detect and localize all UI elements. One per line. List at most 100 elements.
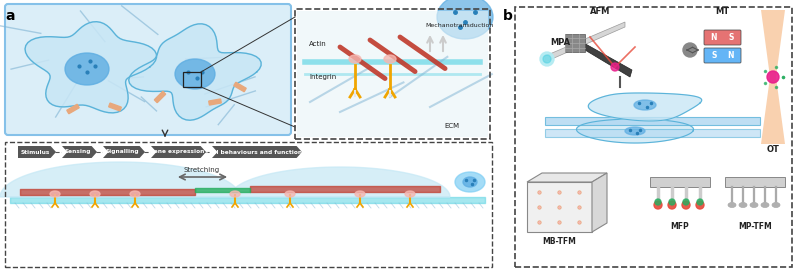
- Bar: [515, 7, 792, 267]
- Ellipse shape: [728, 203, 736, 207]
- Text: MB-TFM: MB-TFM: [543, 237, 576, 246]
- Text: ECM: ECM: [445, 123, 460, 129]
- Circle shape: [654, 201, 662, 209]
- Polygon shape: [18, 146, 56, 158]
- Circle shape: [540, 52, 554, 66]
- FancyBboxPatch shape: [545, 129, 760, 137]
- Circle shape: [682, 201, 690, 209]
- Text: S: S: [711, 51, 717, 60]
- Bar: [527, 182, 592, 232]
- Polygon shape: [25, 22, 156, 113]
- Circle shape: [668, 201, 676, 209]
- Ellipse shape: [463, 177, 477, 187]
- FancyBboxPatch shape: [704, 30, 741, 45]
- Polygon shape: [527, 173, 607, 182]
- Bar: [234, 82, 246, 92]
- FancyBboxPatch shape: [297, 11, 488, 137]
- Text: b: b: [503, 9, 513, 23]
- Circle shape: [683, 199, 689, 205]
- Text: N: N: [711, 33, 717, 42]
- Circle shape: [655, 199, 661, 205]
- Polygon shape: [129, 24, 261, 120]
- Text: MT: MT: [715, 7, 729, 16]
- Bar: [155, 91, 166, 103]
- Ellipse shape: [175, 59, 215, 89]
- Polygon shape: [580, 42, 632, 77]
- Polygon shape: [103, 146, 145, 158]
- FancyBboxPatch shape: [565, 34, 585, 52]
- Ellipse shape: [130, 191, 140, 197]
- Ellipse shape: [384, 55, 396, 63]
- Ellipse shape: [625, 127, 645, 135]
- Ellipse shape: [437, 0, 493, 39]
- Circle shape: [669, 199, 675, 205]
- Text: N: N: [728, 51, 734, 60]
- Ellipse shape: [728, 203, 736, 207]
- Polygon shape: [151, 146, 206, 158]
- Text: OT: OT: [767, 145, 779, 154]
- Bar: [5, 142, 492, 267]
- Polygon shape: [761, 77, 785, 144]
- FancyBboxPatch shape: [5, 4, 291, 135]
- Ellipse shape: [728, 203, 736, 207]
- Polygon shape: [576, 119, 693, 143]
- Polygon shape: [230, 167, 450, 197]
- Ellipse shape: [355, 191, 365, 197]
- Text: Cell behaviours and functions: Cell behaviours and functions: [206, 150, 305, 154]
- FancyBboxPatch shape: [545, 117, 760, 125]
- Ellipse shape: [740, 203, 747, 207]
- Ellipse shape: [751, 203, 757, 207]
- Ellipse shape: [285, 191, 295, 197]
- Circle shape: [767, 71, 779, 83]
- Ellipse shape: [634, 100, 656, 110]
- Text: MFP: MFP: [670, 222, 689, 231]
- Ellipse shape: [740, 203, 747, 207]
- Text: Sensing: Sensing: [65, 150, 92, 154]
- Text: Gene expression: Gene expression: [150, 150, 205, 154]
- Text: AFM: AFM: [590, 7, 611, 16]
- Ellipse shape: [772, 203, 779, 207]
- Text: Actin: Actin: [309, 41, 327, 47]
- Ellipse shape: [455, 172, 485, 192]
- Ellipse shape: [772, 203, 779, 207]
- Polygon shape: [592, 173, 607, 232]
- Bar: [725, 177, 785, 187]
- Bar: [209, 99, 222, 105]
- Text: Stimulus: Stimulus: [21, 150, 50, 154]
- Ellipse shape: [761, 203, 768, 207]
- Circle shape: [543, 55, 551, 63]
- Text: MPA: MPA: [550, 38, 570, 47]
- Polygon shape: [212, 146, 302, 158]
- Ellipse shape: [65, 53, 109, 85]
- Bar: [183, 72, 201, 87]
- Bar: [108, 103, 121, 111]
- Polygon shape: [0, 162, 240, 197]
- Bar: [67, 104, 79, 114]
- Text: Stretching: Stretching: [184, 167, 220, 173]
- Circle shape: [697, 199, 703, 205]
- Ellipse shape: [751, 203, 757, 207]
- Ellipse shape: [90, 191, 100, 197]
- Text: S: S: [728, 33, 734, 42]
- Ellipse shape: [349, 55, 361, 63]
- Ellipse shape: [761, 203, 768, 207]
- Text: a: a: [5, 9, 14, 23]
- Ellipse shape: [761, 203, 768, 207]
- Circle shape: [696, 201, 704, 209]
- Text: Mechanotransduction: Mechanotransduction: [425, 23, 493, 28]
- Ellipse shape: [50, 191, 60, 197]
- Polygon shape: [62, 146, 97, 158]
- Text: Signalling: Signalling: [106, 150, 139, 154]
- Circle shape: [611, 63, 619, 71]
- Polygon shape: [761, 10, 785, 77]
- Ellipse shape: [230, 191, 240, 197]
- Bar: [295, 9, 490, 139]
- Ellipse shape: [405, 191, 415, 197]
- Ellipse shape: [740, 203, 747, 207]
- Ellipse shape: [772, 203, 779, 207]
- Polygon shape: [588, 93, 701, 121]
- Text: MP-TFM: MP-TFM: [738, 222, 771, 231]
- Ellipse shape: [751, 203, 757, 207]
- Circle shape: [683, 43, 697, 57]
- FancyBboxPatch shape: [704, 48, 741, 63]
